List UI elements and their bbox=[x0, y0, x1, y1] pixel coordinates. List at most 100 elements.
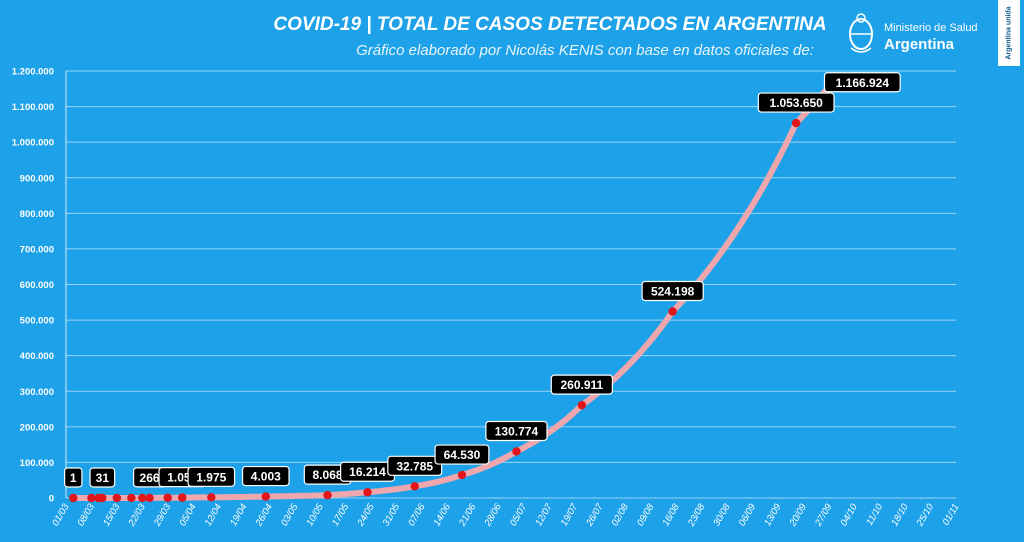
data-label: 4.003 bbox=[251, 470, 281, 484]
x-tick-label: 09/08 bbox=[635, 501, 657, 528]
y-tick-label: 800.000 bbox=[20, 209, 54, 220]
data-point bbox=[138, 493, 147, 503]
data-point bbox=[261, 492, 270, 501]
x-tick-label: 28/06 bbox=[482, 501, 504, 529]
data-label: 31 bbox=[96, 471, 110, 485]
data-point bbox=[112, 493, 122, 503]
x-tick-label: 14/06 bbox=[432, 501, 454, 528]
x-tick-label: 16/08 bbox=[660, 501, 682, 528]
data-label: 524.198 bbox=[651, 284, 695, 298]
x-tick-label: 12/04 bbox=[203, 502, 224, 528]
data-point bbox=[363, 488, 372, 497]
x-axis: 01/03 08/03 15/03 22/03 29/03 05/04 12/04 19/04… bbox=[50, 501, 961, 529]
callout-box bbox=[434, 444, 490, 465]
data-callout: 1.166.924 bbox=[823, 72, 901, 93]
data-callout: 64.530 bbox=[434, 444, 490, 465]
data-callout: 4.003 bbox=[241, 465, 290, 487]
y-tick-label: 1.200.000 bbox=[12, 67, 54, 78]
data-label: 8.068 bbox=[313, 468, 343, 482]
data-point bbox=[668, 307, 677, 316]
data-point bbox=[163, 493, 172, 502]
x-tick-label: 26/07 bbox=[584, 501, 606, 529]
x-tick-label: 30/08 bbox=[711, 501, 733, 528]
data-callout: 31 bbox=[89, 467, 116, 488]
x-tick-label: 17/05 bbox=[330, 501, 352, 528]
data-callout: 524.198 bbox=[641, 280, 704, 302]
y-tick-label: 1.000.000 bbox=[12, 138, 54, 149]
x-tick-label: 15/03 bbox=[101, 501, 123, 528]
x-tick-label: 22/03 bbox=[126, 501, 148, 529]
data-callout: 8.068 bbox=[303, 464, 352, 485]
x-tick-label: 19/04 bbox=[228, 502, 249, 528]
y-tick-label: 200.000 bbox=[20, 422, 54, 433]
data-point bbox=[127, 493, 136, 503]
x-tick-label: 01/11 bbox=[941, 502, 962, 527]
x-tick-label: 06/09 bbox=[737, 501, 759, 528]
y-tick-label: 300.000 bbox=[20, 387, 54, 398]
x-tick-label: 18/10 bbox=[889, 501, 911, 528]
x-tick-label: 05/07 bbox=[508, 501, 530, 528]
data-point bbox=[512, 447, 521, 456]
data-point bbox=[577, 400, 587, 410]
callout-box bbox=[89, 467, 116, 488]
data-point bbox=[98, 493, 107, 503]
data-point bbox=[145, 493, 154, 503]
callout-box bbox=[187, 466, 236, 487]
x-tick-label: 26/04 bbox=[253, 502, 275, 529]
x-tick-label: 03/05 bbox=[279, 501, 301, 528]
grid-lines bbox=[66, 70, 956, 499]
callout-box bbox=[641, 280, 704, 302]
y-tick-label: 500.000 bbox=[20, 316, 54, 327]
y-tick-label: 700.000 bbox=[20, 244, 54, 255]
data-point bbox=[457, 470, 467, 480]
callout-box bbox=[387, 455, 443, 476]
callout-box bbox=[241, 465, 290, 487]
callout-box bbox=[757, 92, 835, 113]
x-tick-label: 08/03 bbox=[76, 501, 98, 528]
data-label: 16.214 bbox=[349, 465, 386, 479]
data-callout: 1.053.650 bbox=[757, 92, 835, 113]
data-point bbox=[178, 493, 187, 502]
x-tick-label: 10/05 bbox=[304, 501, 326, 528]
y-tick-label: 0 bbox=[49, 494, 54, 505]
data-point bbox=[69, 493, 78, 503]
x-tick-label: 04/10 bbox=[838, 501, 860, 528]
data-label: 64.530 bbox=[444, 448, 481, 462]
data-point bbox=[87, 493, 96, 503]
chart-subtitle: Gráfico elaborado por Nicolás KENIS con … bbox=[356, 42, 814, 59]
logo-country-text: Argentina bbox=[884, 36, 955, 53]
chart-title: COVID-19 | TOTAL DE CASOS DETECTADOS EN … bbox=[273, 14, 827, 35]
callouts-layer: 1 31 266 1.054 1.975 4.003 8.068 16.214 32.78564… bbox=[64, 72, 901, 488]
data-callout: 260.911 bbox=[550, 374, 613, 395]
x-tick-label: 01/03 bbox=[50, 501, 72, 528]
x-tick-label: 21/06 bbox=[457, 501, 479, 529]
data-callout: 32.785 bbox=[387, 455, 443, 476]
data-label: 32.785 bbox=[396, 459, 433, 473]
coat-of-arms-icon bbox=[849, 13, 873, 53]
data-label: 1.166.924 bbox=[836, 76, 890, 90]
y-axis: 0 100.000 200.000 300.000 400.000 500.000 600.… bbox=[12, 67, 67, 505]
x-tick-label: 07/06 bbox=[406, 501, 428, 528]
x-tick-label: 02/08 bbox=[610, 501, 632, 528]
logo-ministry-text: Ministerio de Salud bbox=[884, 22, 978, 34]
x-tick-label: 24/05 bbox=[355, 501, 377, 529]
data-label: 130.774 bbox=[495, 424, 539, 438]
x-tick-label: 29/03 bbox=[151, 501, 173, 529]
x-tick-label: 25/10 bbox=[914, 501, 936, 529]
x-tick-label: 11/10 bbox=[864, 501, 885, 527]
data-callout: 1 bbox=[64, 467, 83, 488]
ministry-logo: Ministerio de Salud Argentina bbox=[846, 10, 996, 60]
series-line bbox=[70, 79, 836, 501]
callout-box bbox=[64, 467, 83, 488]
x-tick-label: 23/08 bbox=[685, 501, 707, 529]
callout-box bbox=[823, 72, 901, 93]
x-tick-label: 31/05 bbox=[381, 501, 403, 528]
y-tick-label: 400.000 bbox=[20, 351, 54, 362]
x-tick-label: 13/09 bbox=[762, 501, 784, 528]
data-label: 260.911 bbox=[560, 378, 603, 392]
data-point bbox=[207, 493, 216, 502]
x-tick-label: 19/07 bbox=[559, 501, 581, 528]
callout-box bbox=[485, 420, 548, 442]
